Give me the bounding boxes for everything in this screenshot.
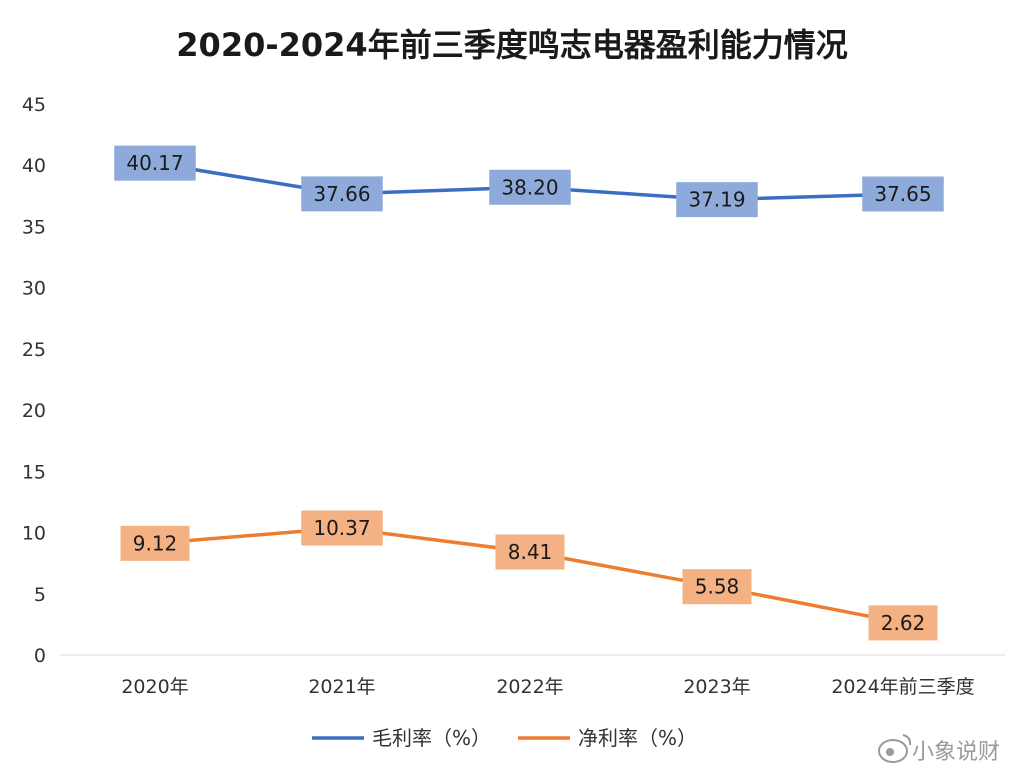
data-label-box bbox=[495, 534, 565, 570]
y-tick-label: 20 bbox=[22, 400, 46, 422]
data-label-value: 9.12 bbox=[133, 531, 178, 555]
data-label-value: 2.62 bbox=[881, 611, 926, 635]
y-tick-label: 30 bbox=[22, 278, 46, 300]
x-tick-label: 2023年 bbox=[683, 676, 750, 698]
data-label: 40.17 bbox=[114, 145, 196, 181]
legend: 毛利率（%） 净利率（%） bbox=[312, 726, 697, 750]
x-tick-label: 2020年 bbox=[121, 676, 188, 698]
legend-label: 净利率（%） bbox=[578, 726, 697, 750]
data-label: 10.37 bbox=[301, 510, 383, 546]
y-tick-label: 0 bbox=[34, 645, 46, 667]
x-tick-label: 2024年前三季度 bbox=[831, 676, 974, 698]
y-tick-label: 45 bbox=[22, 94, 46, 116]
data-label-box bbox=[682, 569, 752, 605]
data-label-value: 37.65 bbox=[874, 182, 931, 206]
weibo-icon bbox=[878, 734, 912, 763]
data-label: 37.66 bbox=[301, 176, 383, 212]
x-tick-label: 2022年 bbox=[496, 676, 563, 698]
x-tick-label: 2021年 bbox=[308, 676, 375, 698]
data-label: 2.62 bbox=[868, 605, 938, 641]
data-label-box bbox=[676, 182, 758, 218]
data-label-box bbox=[301, 176, 383, 212]
y-axis: 0 5 10 15 20 25 30 35 40 45 bbox=[22, 94, 46, 667]
data-label-box bbox=[301, 510, 383, 546]
y-tick-label: 5 bbox=[34, 584, 46, 606]
data-label: 9.12 bbox=[120, 525, 190, 561]
data-label: 8.41 bbox=[495, 534, 565, 570]
y-tick-label: 25 bbox=[22, 339, 46, 361]
data-label-value: 38.20 bbox=[501, 175, 558, 199]
plot-area: 40.17 37.66 38.20 37.19 37.65 9.12 10.37 8.41 5.… bbox=[114, 145, 944, 641]
data-label: 37.65 bbox=[862, 176, 944, 212]
x-axis: 2020年 2021年 2022年 2023年 2024年前三季度 bbox=[121, 676, 974, 698]
data-label-value: 8.41 bbox=[508, 540, 553, 564]
legend-label: 毛利率（%） bbox=[372, 726, 491, 750]
y-tick-label: 10 bbox=[22, 523, 46, 545]
data-label: 37.19 bbox=[676, 182, 758, 218]
data-label-value: 40.17 bbox=[126, 151, 183, 175]
data-label-box bbox=[120, 525, 190, 561]
data-label-value: 37.19 bbox=[688, 188, 745, 212]
data-label: 5.58 bbox=[682, 569, 752, 605]
y-tick-label: 15 bbox=[22, 461, 46, 483]
data-label-box bbox=[489, 169, 571, 205]
data-label-box bbox=[862, 176, 944, 212]
watermark-text: 小象说财 bbox=[912, 740, 1000, 765]
data-label: 38.20 bbox=[489, 169, 571, 205]
data-label-box bbox=[868, 605, 938, 641]
data-label-value: 10.37 bbox=[313, 516, 370, 540]
y-tick-label: 35 bbox=[22, 216, 46, 238]
data-label-value: 5.58 bbox=[695, 575, 740, 599]
data-label-value: 37.66 bbox=[313, 182, 370, 206]
data-label-box bbox=[114, 145, 196, 181]
chart-title: 2020-2024年前三季度鸣志电器盈利能力情况 bbox=[176, 26, 847, 64]
watermark: 小象说财 bbox=[878, 734, 1000, 765]
y-tick-label: 40 bbox=[22, 155, 46, 177]
